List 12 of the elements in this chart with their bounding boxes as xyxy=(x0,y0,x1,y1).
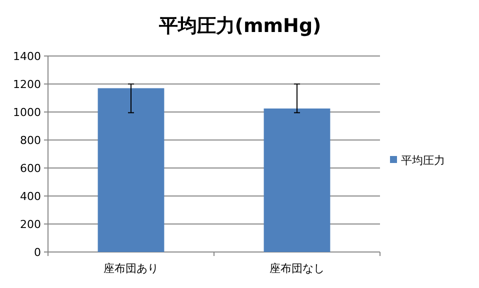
y-tick-label: 1000 xyxy=(13,106,41,119)
legend-label: 平均圧力 xyxy=(401,154,445,167)
y-tick-label: 0 xyxy=(34,246,41,259)
x-tick-label: 座布団なし xyxy=(270,262,324,275)
y-tick-label: 800 xyxy=(20,134,41,147)
y-tick-label: 400 xyxy=(20,190,41,203)
title: 平均圧力(mmHg) xyxy=(158,15,322,37)
y-tick-label: 600 xyxy=(20,162,41,175)
x-tick-label: 座布団あり xyxy=(104,262,158,275)
y-tick-label: 200 xyxy=(20,218,41,231)
y-tick-label: 1400 xyxy=(13,50,41,63)
y-tick-label: 1200 xyxy=(13,78,41,91)
